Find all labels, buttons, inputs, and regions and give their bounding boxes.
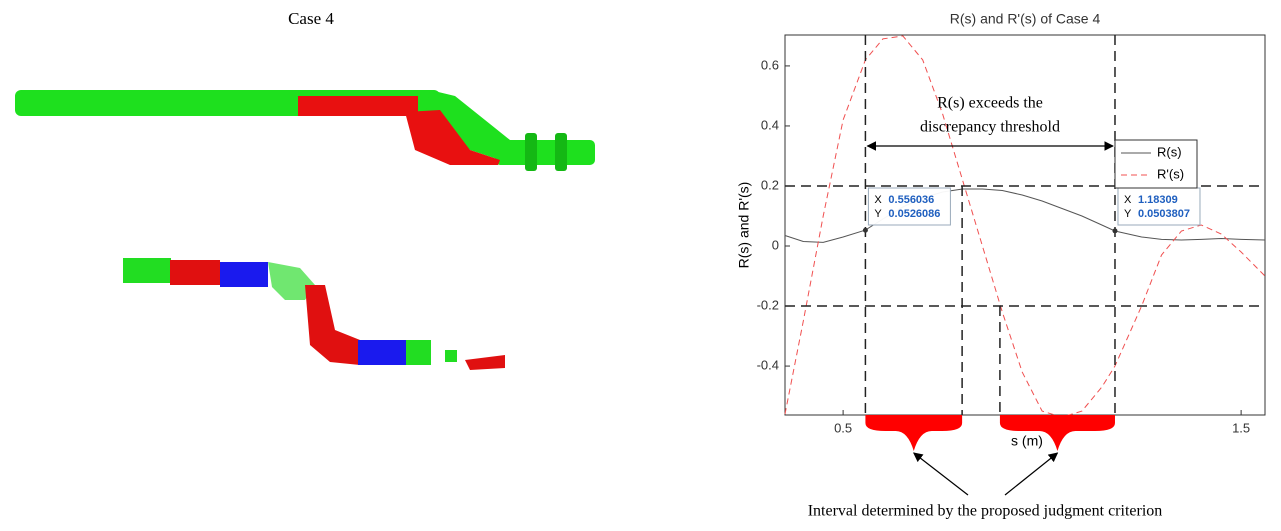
datatip-value: 0.556036 xyxy=(888,194,934,206)
pipe-render xyxy=(15,90,595,171)
y-tick-label: 0.6 xyxy=(761,57,779,72)
datatip-label: X xyxy=(1124,194,1132,206)
figure-title: Case 4 xyxy=(288,9,334,28)
x-tick-label: 0.5 xyxy=(834,420,852,435)
interval-brace xyxy=(865,415,963,451)
x-axis-label: s (m) xyxy=(1011,433,1043,449)
y-tick-label: -0.4 xyxy=(757,358,779,373)
datatip-value: 0.0503807 xyxy=(1138,208,1190,220)
y-tick-label: -0.2 xyxy=(757,297,779,312)
annotation: discrepancy threshold xyxy=(920,119,1060,136)
y-axis-label: R(s) and R'(s) xyxy=(736,182,752,269)
legend-label: R'(s) xyxy=(1157,166,1184,181)
point-cloud xyxy=(123,258,505,370)
datatip-label: Y xyxy=(1124,208,1132,220)
datatip-value: 0.0526086 xyxy=(888,208,940,220)
datatip-value: 1.18309 xyxy=(1138,194,1178,206)
legend-box xyxy=(1114,139,1198,189)
caption: Interval determined by the proposed judg… xyxy=(808,503,1163,520)
datatip-label: Y xyxy=(874,208,882,220)
datatip-point xyxy=(1112,228,1118,234)
datatip-box xyxy=(1117,187,1201,226)
y-tick-label: 0.4 xyxy=(761,117,779,132)
caption-arrow xyxy=(913,452,969,496)
datatip-label: X xyxy=(874,194,882,206)
caption-arrow xyxy=(1004,452,1059,496)
y-tick-label: 0 xyxy=(772,237,779,252)
interval-brace xyxy=(999,415,1115,451)
x-tick-label: 1.5 xyxy=(1232,420,1250,435)
legend-label: R(s) xyxy=(1157,144,1182,159)
datatip-point xyxy=(862,227,868,233)
datatip-box xyxy=(867,187,951,226)
chart-title: R(s) and R'(s) of Case 4 xyxy=(950,11,1101,27)
y-tick-label: 0.2 xyxy=(761,177,779,192)
annotation: R(s) exceeds the xyxy=(937,95,1043,112)
